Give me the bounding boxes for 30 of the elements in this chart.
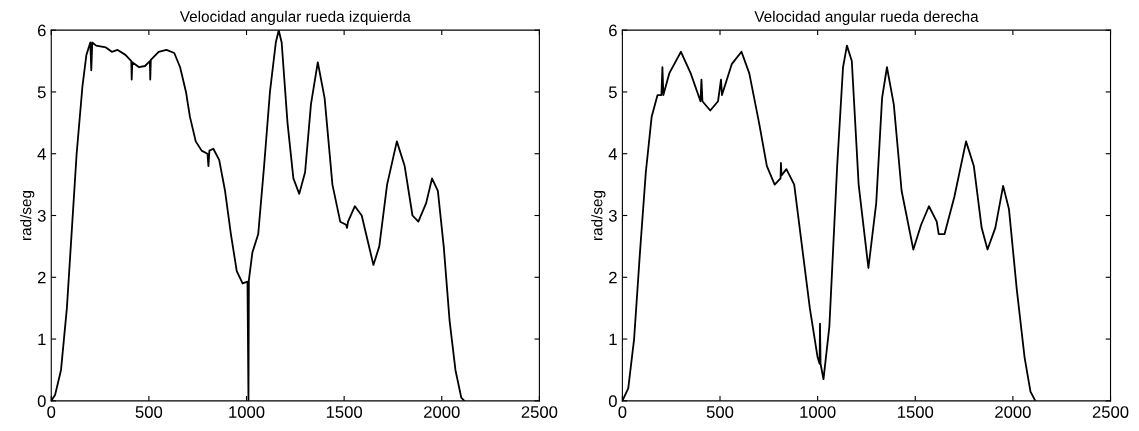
y-axis-title: rad/seg [20, 191, 35, 240]
y-tick-label: 6 [609, 24, 617, 37]
y-tick-label: 0 [608, 395, 617, 408]
y-axis-title: rad/seg [591, 191, 606, 240]
x-tick-label: 1500 [326, 406, 363, 418]
x-tick-label: 2000 [995, 406, 1031, 418]
y-tick-label: 1 [609, 333, 617, 346]
x-tick-label: 0 [47, 406, 56, 418]
y-tick-label: 5 [608, 86, 617, 99]
chart-title: Velocidad angular rueda izquierda [179, 10, 411, 26]
y-tick-label: 3 [37, 209, 46, 222]
y-tick-label: 5 [37, 86, 46, 99]
x-tick-label: 1500 [898, 406, 934, 418]
x-tick-label: 500 [135, 406, 163, 418]
y-tick-label: 0 [37, 395, 46, 408]
x-tick-label: 2500 [1092, 406, 1129, 418]
y-tick-label: 3 [608, 209, 617, 222]
y-tick-label: 2 [37, 271, 46, 284]
y-tick-label: 2 [609, 271, 617, 284]
y-tick-label: 4 [37, 148, 46, 160]
x-tick-label: 500 [706, 406, 734, 418]
y-tick-label: 1 [38, 333, 46, 346]
x-tick-label: 1000 [229, 406, 265, 418]
y-tick-label: 6 [37, 24, 46, 37]
x-tick-label: 0 [618, 406, 627, 418]
x-tick-label: 2500 [521, 406, 558, 418]
x-tick-label: 2000 [424, 406, 460, 418]
x-tick-label: 1000 [800, 406, 836, 418]
chart-title: Velocidad angular rueda derecha [754, 10, 979, 26]
y-tick-label: 4 [608, 148, 618, 160]
